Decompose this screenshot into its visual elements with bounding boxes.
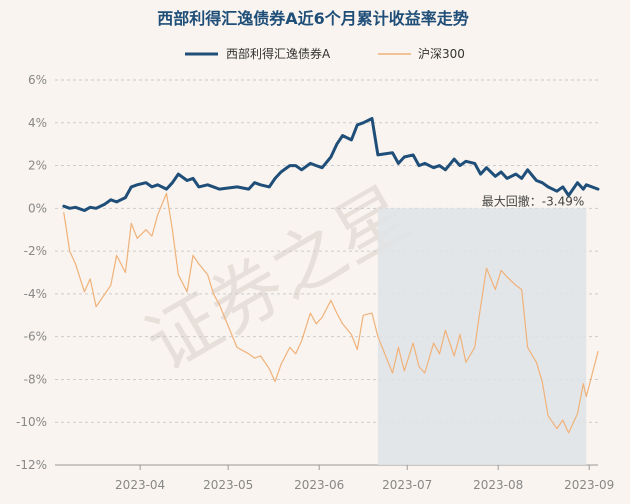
legend-label-fund[interactable]: 西部利得汇逸债券A	[226, 46, 331, 61]
chart-title: 西部利得汇逸债券A近6个月累计收益率走势	[157, 9, 469, 28]
x-tick-label: 2023-06	[294, 478, 344, 492]
y-tick-label: -8%	[24, 372, 47, 386]
x-axis: 2023-04 2023-05 2023-06 2023-07 2023-08 2023-…	[55, 464, 614, 492]
series-layer	[62, 117, 600, 434]
y-tick-label: -10%	[16, 415, 47, 429]
chart-legend[interactable]: 西部利得汇逸债券A 沪深300	[185, 46, 465, 61]
y-tick-label: -6%	[24, 330, 47, 344]
y-tick-label: -4%	[24, 287, 47, 301]
x-tick-label: 2023-05	[203, 478, 253, 492]
y-tick-label: 6%	[28, 73, 47, 87]
x-tick-label: 2023-04	[115, 478, 165, 492]
y-tick-label: 2%	[28, 159, 47, 173]
x-tick-label: 2023-09	[564, 478, 614, 492]
y-tick-label: -12%	[16, 458, 47, 472]
x-tick-label: 2023-08	[473, 478, 523, 492]
y-tick-label: 0%	[28, 201, 47, 215]
series-line-index	[63, 192, 599, 434]
y-tick-label: 4%	[28, 116, 47, 130]
series-line-fund	[62, 117, 600, 212]
max-drawdown-region	[377, 208, 587, 466]
legend-label-index[interactable]: 沪深300	[418, 47, 465, 61]
x-tick-label: 2023-07	[382, 478, 432, 492]
y-axis: 6% 4% 2% 0% -2% -4% -6% -8% -10% -12%	[16, 73, 47, 472]
max-drawdown-annotation: 最大回撤：-3.49%	[482, 193, 584, 208]
y-tick-label: -2%	[24, 244, 47, 258]
